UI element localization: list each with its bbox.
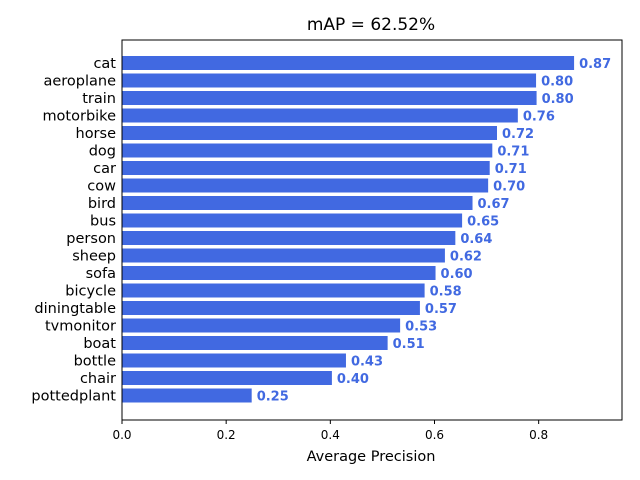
category-label-dog: dog [89, 144, 116, 160]
value-label-sofa: 0.60 [441, 267, 473, 282]
value-label-diningtable: 0.57 [425, 302, 457, 317]
x-tick-label: 0.8 [529, 428, 548, 442]
bar-sofa [122, 266, 436, 280]
bar-bird [122, 196, 473, 210]
value-label-motorbike: 0.76 [523, 110, 555, 125]
x-axis-ticks: 0.0 0.2 0.4 0.6 0.8 [112, 420, 548, 442]
bar-horse [122, 126, 497, 140]
value-label-bicycle: 0.58 [430, 285, 462, 300]
value-label-cow: 0.70 [493, 180, 525, 195]
bar-tvmonitor [122, 318, 401, 333]
bar-car [122, 161, 490, 175]
value-label-car: 0.71 [495, 162, 527, 177]
category-label-bird: bird [88, 196, 116, 212]
x-tick-label: 0.2 [217, 428, 236, 442]
bar-chair [122, 371, 332, 385]
category-label-car: car [93, 161, 116, 177]
x-tick-label: 0.6 [425, 428, 444, 442]
value-label-boat: 0.51 [393, 337, 425, 352]
bar-cow [122, 178, 489, 193]
x-axis-label: Average Precision [307, 449, 436, 465]
category-label-cow: cow [87, 179, 116, 195]
value-label-cat: 0.87 [579, 57, 611, 72]
x-tick-label: 0.4 [321, 428, 340, 442]
bar-train [122, 91, 537, 105]
category-label-bottle: bottle [74, 354, 116, 370]
category-label-aeroplane: aeroplane [43, 74, 116, 90]
axes-frame [121, 39, 623, 421]
bar-diningtable [122, 301, 420, 315]
bar-boat [122, 336, 388, 350]
category-label-chair: chair [80, 371, 116, 387]
bar-dog [122, 143, 493, 158]
value-label-bottle: 0.43 [351, 355, 383, 370]
category-label-bus: bus [90, 214, 116, 230]
bar-person [122, 231, 456, 245]
category-label-boat: boat [83, 336, 116, 352]
category-label-sofa: sofa [86, 266, 116, 282]
value-label-dog: 0.71 [497, 145, 529, 160]
category-label-horse: horse [76, 126, 117, 142]
x-tick-label: 0.0 [112, 428, 131, 442]
bar-bottle [122, 353, 346, 368]
category-label-bicycle: bicycle [65, 284, 116, 300]
value-label-bus: 0.65 [467, 215, 499, 230]
value-label-aeroplane: 0.80 [541, 75, 573, 90]
value-label-bird: 0.67 [478, 197, 510, 212]
bar-bus [122, 213, 463, 228]
category-label-motorbike: motorbike [42, 109, 116, 125]
category-label-sheep: sheep [72, 249, 116, 265]
category-label-pottedplant: pottedplant [31, 389, 116, 405]
category-label-train: train [82, 91, 116, 107]
bar-sheep [122, 248, 445, 263]
value-label-sheep: 0.62 [450, 250, 482, 265]
plot-frame [121, 39, 623, 421]
value-labels: 0.87 0.80 0.80 0.76 0.72 0.71 0.71 0.70 0.67 0.65… [257, 57, 611, 405]
bars-layer [122, 56, 575, 403]
bar-pottedplant [122, 388, 252, 403]
bar-bicycle [122, 283, 425, 298]
value-label-train: 0.80 [542, 92, 574, 107]
value-label-person: 0.64 [460, 232, 492, 247]
value-label-pottedplant: 0.25 [257, 390, 289, 405]
value-label-chair: 0.40 [337, 372, 369, 387]
chart-title: mAP = 62.52% [307, 15, 435, 35]
bar-cat [122, 56, 575, 70]
bar-motorbike [122, 108, 518, 123]
category-label-tvmonitor: tvmonitor [45, 319, 116, 335]
category-label-cat: cat [93, 56, 116, 72]
category-label-person: person [66, 231, 116, 247]
value-label-horse: 0.72 [502, 127, 534, 142]
category-label-diningtable: diningtable [34, 301, 116, 317]
bar-aeroplane [122, 73, 537, 88]
value-label-tvmonitor: 0.53 [405, 320, 437, 335]
